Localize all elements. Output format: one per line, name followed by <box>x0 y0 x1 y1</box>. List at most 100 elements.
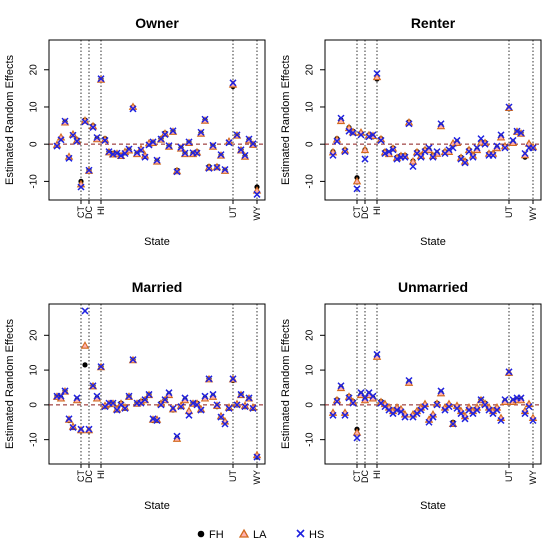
state-label-dc: DC <box>84 470 94 483</box>
point-hs <box>221 165 229 174</box>
point-hs <box>397 408 405 416</box>
point-hs <box>517 129 525 137</box>
point-hs <box>177 143 185 151</box>
point-hs <box>209 141 217 149</box>
point-hs <box>61 117 69 125</box>
point-hs <box>249 140 257 148</box>
point-hs <box>425 418 433 426</box>
point-hs <box>429 153 437 161</box>
y-tick-label: 0 <box>29 402 40 408</box>
point-hs <box>129 356 137 364</box>
point-hs <box>501 144 509 152</box>
point-la <box>80 341 90 349</box>
y-tick-label: 10 <box>305 364 316 376</box>
point-hs <box>177 403 185 411</box>
point-hs <box>433 401 441 409</box>
point-hs <box>221 420 229 428</box>
point-hs <box>461 415 469 423</box>
state-label-wy: WY <box>528 470 538 485</box>
x-axis-label: State <box>144 236 170 248</box>
y-axis-label: Estimated Random Effects <box>4 318 16 449</box>
point-la <box>252 186 262 194</box>
point-hs <box>57 392 65 400</box>
point-hs <box>121 404 129 412</box>
point-hs <box>241 151 249 159</box>
point-hs <box>169 404 177 412</box>
point-hs <box>353 434 361 442</box>
state-label-dc: DC <box>360 470 370 483</box>
point-hs <box>345 394 353 402</box>
state-label-ut: UT <box>504 206 514 218</box>
point-hs <box>209 390 217 398</box>
panel-title: Renter <box>411 15 456 31</box>
point-hs <box>433 148 441 156</box>
point-hs <box>105 148 113 156</box>
panel-title: Married <box>132 279 183 295</box>
point-hs <box>405 120 413 128</box>
x-axis-label: State <box>144 500 170 512</box>
point-hs <box>149 138 157 146</box>
y-tick-label: 10 <box>29 364 40 376</box>
point-hs <box>389 146 397 154</box>
point-hs <box>213 401 221 409</box>
panel-title: Owner <box>135 15 179 31</box>
point-hs <box>369 392 377 400</box>
point-hs <box>161 396 169 404</box>
point-fh <box>82 362 88 368</box>
point-hs <box>377 136 385 144</box>
point-hs <box>197 128 205 136</box>
point-la <box>352 176 362 185</box>
point-hs <box>525 403 533 411</box>
point-hs <box>53 142 61 150</box>
point-hs <box>481 401 489 409</box>
panel-title: Unmarried <box>398 279 468 295</box>
y-tick-label: 0 <box>305 141 316 147</box>
point-hs <box>465 148 473 156</box>
point-hs <box>497 416 505 425</box>
point-hs <box>329 411 337 419</box>
point-hs <box>521 410 529 418</box>
plot-frame <box>48 39 266 201</box>
y-axis-label: Estimated Random Effects <box>4 54 16 185</box>
y-tick-label: 10 <box>29 101 40 113</box>
point-hs <box>333 137 341 145</box>
point-hs <box>469 153 477 161</box>
point-hs <box>521 149 529 158</box>
state-label-ct: CT <box>352 206 362 218</box>
y-tick-label: 0 <box>29 141 40 147</box>
point-hs <box>405 376 413 385</box>
point-hs <box>137 146 145 154</box>
point-hs <box>125 145 133 153</box>
point-hs <box>185 411 193 419</box>
point-hs <box>357 389 365 397</box>
point-hs <box>97 75 105 83</box>
point-hs <box>245 394 253 402</box>
point-hs <box>357 131 365 139</box>
point-hs <box>445 146 453 154</box>
y-tick-label: 20 <box>29 64 40 76</box>
point-hs <box>253 190 261 198</box>
point-hs <box>361 155 369 163</box>
y-tick-label: -10 <box>305 432 316 447</box>
point-hs <box>113 149 121 157</box>
state-label-wy: WY <box>252 470 262 485</box>
point-hs <box>173 432 181 440</box>
state-label-ut: UT <box>228 206 238 218</box>
y-tick-label: -10 <box>305 174 316 189</box>
point-hs <box>429 413 437 421</box>
point-hs <box>69 131 77 139</box>
panel-married: Married -10 0 10 20 Estimated Random Effects S… <box>4 279 266 512</box>
point-hs <box>189 399 197 407</box>
panel-unmarried: Unmarried -10 0 10 20 Estimated Random Effect… <box>280 279 542 512</box>
point-hs <box>133 149 141 157</box>
point-hs <box>449 420 457 428</box>
plot-frame <box>324 39 542 201</box>
legend: FH LA HS <box>197 528 324 541</box>
point-hs <box>517 394 525 402</box>
state-label-ut: UT <box>504 470 514 482</box>
y-axis-label: Estimated Random Effects <box>280 318 292 449</box>
state-label-hi: HI <box>96 470 106 479</box>
point-hs <box>97 363 105 371</box>
panel-renter: Renter -10 0 10 20 Estimated Random Effects St… <box>280 15 542 248</box>
point-hs <box>493 142 501 150</box>
